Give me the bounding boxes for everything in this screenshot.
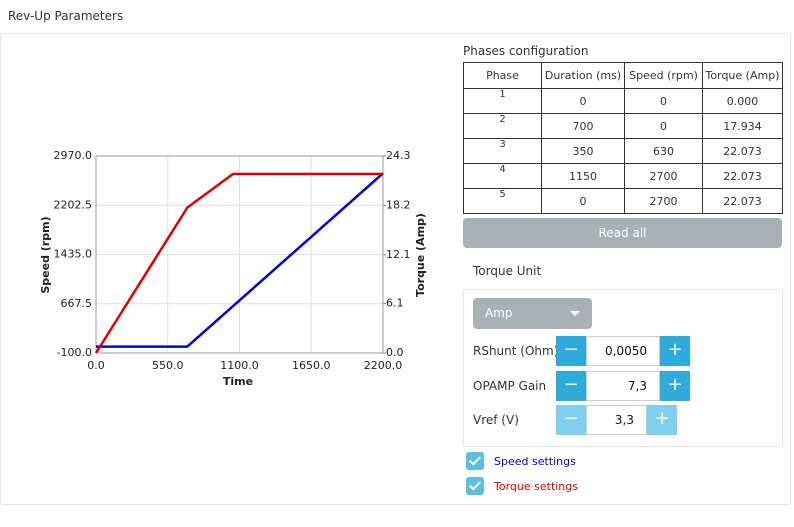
table-cell[interactable]: 22.073	[702, 188, 783, 214]
torque-unit-title: Torque Unit	[473, 264, 542, 278]
y2-tick-label: 0.0	[386, 346, 404, 359]
x-tick-label: 1100.0	[220, 359, 259, 372]
table-cell[interactable]: 22.073	[702, 138, 783, 164]
table-cell[interactable]: 350	[541, 138, 625, 164]
field-label: OPAMP Gain	[473, 379, 547, 393]
table-cell[interactable]: 2700	[624, 188, 703, 214]
table-cell[interactable]: 0	[541, 88, 625, 114]
minus-button[interactable]: −	[556, 336, 586, 366]
column-header: Duration (ms)	[541, 62, 625, 89]
torque-unit-box	[463, 289, 783, 447]
table-cell[interactable]: 700	[541, 113, 625, 139]
y-tick-label: 667.5	[61, 297, 93, 310]
table-cell[interactable]: 22.073	[702, 163, 783, 189]
header-row: Phase Duration (ms) Speed (rpm) Torque (Amp…	[463, 62, 783, 89]
minus-button[interactable]: −	[556, 405, 586, 435]
table-cell[interactable]: 630	[624, 138, 703, 164]
unit-value: Amp	[485, 306, 513, 320]
minus-button[interactable]: −	[556, 371, 586, 401]
phases-table: Phase Duration (ms) Speed (rpm) Torque (Amp…	[463, 62, 783, 214]
table-cell[interactable]: 17.934	[702, 113, 783, 139]
plus-button[interactable]: +	[660, 336, 690, 366]
y2-tick-label: 24.3	[386, 149, 411, 162]
table-row: 1 0 0 0.000	[463, 88, 783, 114]
x-tick-label: 0.0	[87, 359, 105, 372]
table-row: 2 700 0 17.934	[463, 113, 783, 139]
x-tick-label: 550.0	[152, 359, 184, 372]
field-input[interactable]: 3,3	[586, 405, 647, 435]
table-row: 3 350 630 22.073	[463, 138, 783, 164]
table-cell[interactable]: 0	[624, 88, 703, 114]
x-axis-label: Time	[223, 375, 253, 388]
field-input[interactable]: 7,3	[586, 371, 660, 401]
phase-number: 4	[463, 163, 542, 189]
phase-number: 1	[463, 88, 542, 114]
plot-frame	[95, 155, 384, 354]
speed-checkbox[interactable]	[466, 452, 484, 470]
y-tick-label: 2970.0	[54, 149, 93, 162]
x-tick-label: 2200.0	[364, 359, 403, 372]
caret	[570, 311, 580, 316]
read-all-button[interactable]: Read all	[463, 218, 782, 248]
column-header: Torque (Amp)	[702, 62, 783, 89]
y-tick-label: -100.0	[57, 346, 92, 359]
table-cell[interactable]: 0	[624, 113, 703, 139]
chart: Time Speed (rpm) Torque (Amp) 0.0 550.0 11…	[39, 149, 427, 388]
phase-number: 5	[463, 188, 542, 214]
y-tick-label: 1435.0	[54, 248, 93, 261]
phase-number: 3	[463, 138, 542, 164]
y2-tick-label: 18.2	[386, 198, 411, 211]
table-cell[interactable]: 2700	[624, 163, 703, 189]
phases-title: Phases configuration	[463, 44, 589, 58]
plus-button[interactable]: +	[660, 371, 690, 401]
x-tick-label: 1650.0	[292, 359, 331, 372]
torque-settings-label: Torque settings	[494, 480, 578, 493]
table-row: 5 0 2700 22.073	[463, 188, 783, 214]
table-row: 4 1150 2700 22.073	[463, 163, 783, 189]
series-line	[96, 172, 384, 348]
column-header: Phase	[463, 62, 542, 89]
y-tick-label: 2202.5	[54, 198, 93, 211]
plus-button[interactable]: +	[647, 405, 677, 435]
table-cell[interactable]: 1150	[541, 163, 625, 189]
torque-checkbox[interactable]	[466, 477, 484, 495]
speed-settings-label: Speed settings	[494, 455, 576, 468]
y2-axis-label: Torque (Amp)	[414, 213, 427, 297]
panel	[0, 33, 791, 505]
y-axis-label: Speed (rpm)	[39, 216, 52, 293]
field-label: Vref (V)	[473, 413, 519, 427]
unit-dropdown[interactable]: Amp	[473, 298, 592, 329]
field-label: RShunt (Ohm)	[473, 344, 559, 358]
phase-number: 2	[463, 113, 542, 139]
page-title: Rev-Up Parameters	[8, 9, 124, 23]
y2-tick-label: 12.1	[386, 248, 411, 261]
y2-tick-label: 6.1	[386, 297, 404, 310]
series-line	[94, 172, 383, 354]
field-input[interactable]: 0,0050	[586, 336, 660, 366]
table-cell[interactable]: 0	[541, 188, 625, 214]
column-header: Speed (rpm)	[624, 62, 703, 89]
table-cell[interactable]: 0.000	[702, 88, 783, 114]
